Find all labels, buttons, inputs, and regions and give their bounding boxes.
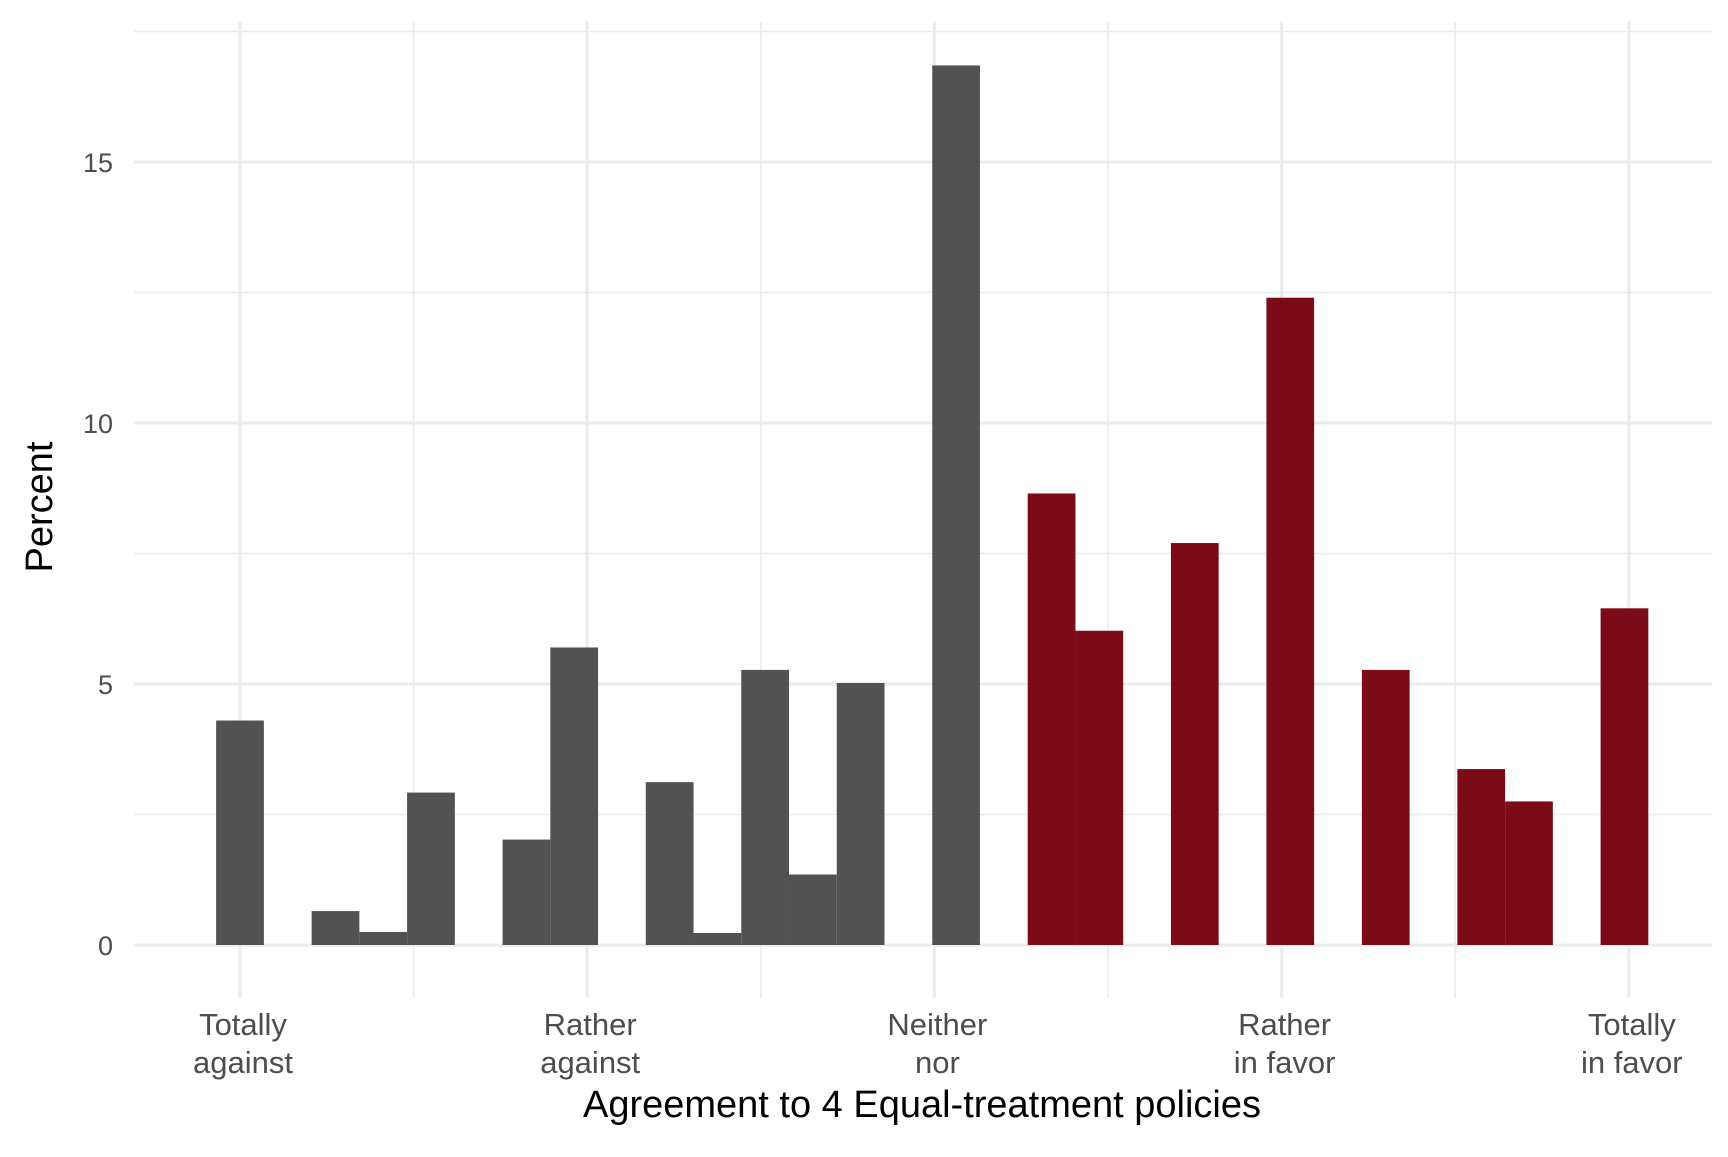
x-tick-label: Rather against [540,1007,640,1080]
bar-17 [1457,769,1506,945]
bar-19 [1600,608,1649,945]
bar-6 [645,782,694,945]
bar-18 [1505,801,1553,945]
y-axis-ticks: 0 5 10 15 [83,148,113,961]
bar-16 [1361,669,1410,945]
y-tick-label: 5 [98,670,113,700]
x-tick-label-line: Rather [1238,1007,1331,1042]
bar-7 [693,932,742,945]
bar-10 [836,682,885,945]
bar-8 [741,669,790,945]
y-axis-title: Percent [19,441,61,572]
x-tick-label-line: Totally [1588,1007,1676,1042]
y-tick-label: 10 [83,409,113,439]
bar-11 [932,65,980,946]
bar-15 [1266,297,1315,946]
x-tick-label-line: nor [915,1045,960,1080]
bar-4 [502,839,551,945]
x-tick-label-line: in favor [1234,1045,1336,1080]
bars [216,65,1649,946]
bar-3 [407,792,455,945]
x-tick-label-line: Totally [199,1007,287,1042]
x-tick-label-line: in favor [1581,1045,1683,1080]
x-tick-label-line: against [193,1045,293,1080]
x-tick-label: Rather in favor [1234,1007,1336,1080]
bar-2 [359,931,408,945]
x-tick-label: Totally against [193,1007,293,1080]
bar-12 [1027,493,1076,945]
bar-1 [311,911,360,945]
x-tick-label-line: Rather [544,1007,637,1042]
bar-9 [789,874,837,945]
x-tick-label-line: Neither [887,1007,987,1042]
x-tick-label-line: against [540,1045,640,1080]
bar-13 [1075,630,1124,945]
x-tick-label: Neither nor [887,1007,987,1080]
y-tick-label: 15 [83,148,113,178]
x-tick-label: Totally in favor [1581,1007,1683,1080]
x-axis-title: Agreement to 4 Equal-treatment policies [583,1084,1261,1126]
bar-5 [550,647,599,945]
y-tick-label: 0 [98,931,113,961]
bar-14 [1170,543,1219,945]
bar-0 [216,720,264,945]
